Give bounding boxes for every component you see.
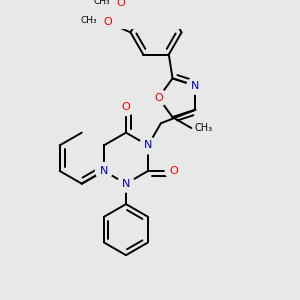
Circle shape [165,163,182,179]
Circle shape [140,137,157,154]
Text: N: N [191,81,200,91]
Text: O: O [169,166,178,176]
Text: O: O [103,17,112,27]
Circle shape [112,0,129,11]
Circle shape [95,163,112,179]
Text: N: N [100,166,108,176]
Circle shape [150,89,167,106]
Circle shape [99,14,116,31]
Text: CH₃: CH₃ [80,16,97,25]
Circle shape [118,175,134,192]
Text: N: N [144,140,152,150]
Text: CH₃: CH₃ [93,0,110,6]
Text: O: O [154,93,163,103]
Circle shape [118,99,134,116]
Text: N: N [122,179,130,189]
Text: CH₃: CH₃ [194,123,212,133]
Text: O: O [116,0,125,8]
Circle shape [187,77,204,94]
Text: O: O [122,102,130,112]
